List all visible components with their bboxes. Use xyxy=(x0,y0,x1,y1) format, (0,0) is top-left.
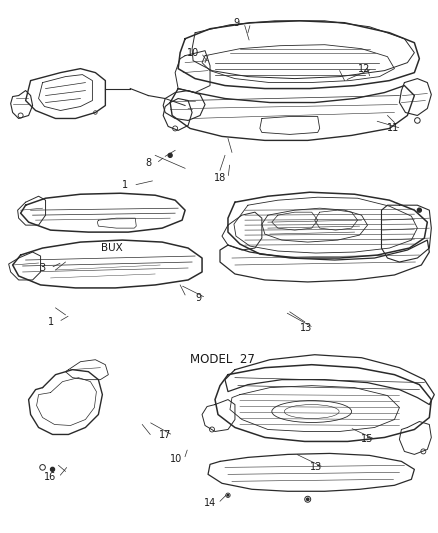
Text: 13: 13 xyxy=(300,323,312,333)
Text: 17: 17 xyxy=(159,431,171,440)
Circle shape xyxy=(168,154,172,157)
Circle shape xyxy=(50,467,54,471)
Text: 1: 1 xyxy=(122,180,128,190)
Circle shape xyxy=(307,498,309,500)
Text: 13: 13 xyxy=(310,462,322,472)
Text: 9: 9 xyxy=(233,18,239,28)
Text: BUX: BUX xyxy=(102,243,123,253)
Text: 12: 12 xyxy=(358,63,371,74)
Circle shape xyxy=(227,495,229,496)
Text: 8: 8 xyxy=(145,158,151,168)
Text: 3: 3 xyxy=(39,263,46,273)
Text: 10: 10 xyxy=(170,455,182,464)
Text: 15: 15 xyxy=(361,434,374,445)
Text: 16: 16 xyxy=(44,472,57,482)
Text: MODEL  27: MODEL 27 xyxy=(190,353,254,366)
Text: 11: 11 xyxy=(387,124,399,133)
Text: 10: 10 xyxy=(187,47,199,58)
Circle shape xyxy=(417,208,421,212)
Text: 18: 18 xyxy=(214,173,226,183)
Text: 1: 1 xyxy=(47,317,53,327)
Text: 14: 14 xyxy=(204,498,216,508)
Text: 9: 9 xyxy=(195,293,201,303)
